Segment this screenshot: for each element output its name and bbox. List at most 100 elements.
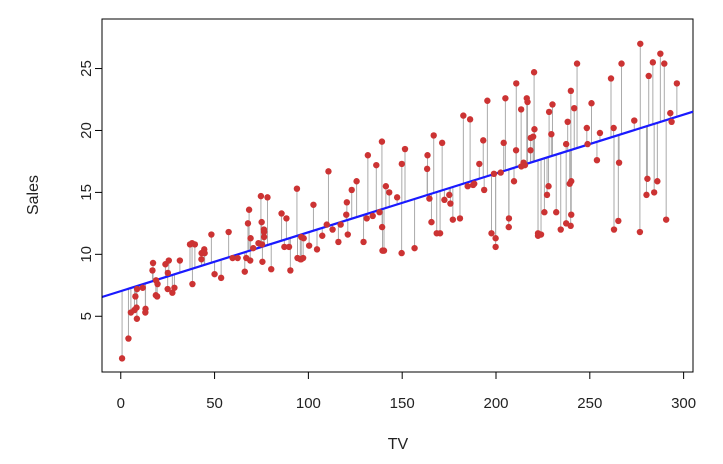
data-point — [505, 215, 513, 222]
data-point — [264, 194, 271, 201]
data-point — [492, 243, 499, 251]
data-point — [537, 231, 545, 238]
data-point — [164, 269, 172, 277]
y-axis-title: Sales — [25, 175, 42, 215]
data-point — [133, 285, 141, 293]
data-point — [142, 305, 149, 313]
data-point — [310, 201, 317, 208]
y-tick-label: 10 — [78, 246, 95, 263]
data-point — [287, 267, 294, 274]
data-point — [500, 139, 507, 147]
data-point — [369, 212, 376, 220]
data-point — [337, 221, 344, 228]
data-point — [241, 268, 248, 275]
data-points — [118, 40, 681, 362]
data-point — [524, 98, 531, 106]
data-point — [541, 209, 548, 216]
data-point — [564, 118, 571, 126]
data-point — [476, 160, 483, 168]
data-point — [573, 60, 581, 67]
data-point — [378, 223, 386, 231]
data-point — [456, 215, 464, 222]
residual-lines — [121, 43, 678, 359]
data-point — [250, 244, 257, 252]
data-point — [610, 226, 618, 233]
data-point — [436, 230, 444, 237]
data-point — [323, 221, 330, 228]
data-point — [637, 40, 644, 47]
data-point — [545, 183, 552, 190]
data-point — [234, 254, 241, 262]
data-point — [376, 209, 383, 216]
data-point — [553, 209, 560, 216]
x-axis: 0 50 100 150 200 250 300 — [117, 371, 696, 412]
data-point — [245, 206, 253, 213]
data-point — [446, 191, 453, 199]
data-point — [464, 183, 471, 190]
data-point — [386, 189, 393, 196]
data-point — [505, 223, 512, 231]
data-point — [153, 293, 161, 300]
data-point — [411, 244, 418, 252]
data-point — [125, 335, 132, 342]
data-point — [497, 169, 504, 176]
data-point — [484, 97, 491, 104]
data-point — [191, 241, 199, 248]
data-point — [568, 211, 575, 218]
data-point — [293, 185, 301, 192]
data-point — [225, 228, 232, 236]
data-point — [247, 235, 254, 242]
data-point — [244, 220, 252, 227]
data-point — [668, 118, 675, 126]
y-tick-label: 15 — [78, 184, 95, 201]
data-point — [378, 138, 386, 145]
data-point — [283, 215, 290, 222]
data-point — [471, 180, 478, 187]
data-point — [588, 100, 595, 107]
data-point — [343, 199, 351, 206]
regression-line — [101, 110, 694, 299]
data-point — [531, 126, 538, 133]
data-point — [636, 228, 644, 236]
data-point — [176, 257, 184, 264]
data-point — [530, 69, 538, 76]
data-point — [521, 161, 529, 169]
data-point — [348, 186, 355, 194]
data-point — [567, 87, 575, 95]
data-point — [571, 104, 578, 112]
data-point — [319, 232, 326, 239]
data-point — [258, 218, 265, 226]
data-point — [643, 191, 650, 199]
data-point — [382, 183, 390, 190]
data-point — [549, 101, 556, 108]
data-point — [428, 218, 435, 226]
data-point — [401, 145, 409, 153]
data-point — [198, 256, 205, 263]
x-axis-title: TV — [388, 436, 409, 453]
data-point — [260, 228, 268, 236]
data-point — [596, 129, 604, 137]
data-point — [480, 186, 488, 194]
data-point — [325, 168, 332, 175]
data-point — [512, 147, 520, 154]
x-tick-label: 300 — [671, 395, 696, 412]
y-tick-label: 20 — [78, 122, 95, 139]
x-tick-label: 100 — [296, 395, 321, 412]
data-point — [398, 249, 405, 257]
data-point — [545, 108, 553, 116]
data-point — [364, 152, 372, 159]
x-tick-label: 150 — [390, 395, 415, 412]
x-tick-label: 200 — [483, 395, 508, 412]
data-point — [557, 226, 564, 233]
data-point — [398, 160, 406, 168]
y-tick-label: 25 — [78, 60, 95, 77]
data-point — [460, 112, 467, 119]
data-point — [132, 293, 139, 300]
data-point — [449, 216, 457, 223]
data-point — [517, 106, 525, 113]
data-point — [208, 231, 215, 238]
data-point — [490, 170, 498, 178]
data-point — [488, 230, 495, 237]
data-point — [583, 124, 591, 132]
